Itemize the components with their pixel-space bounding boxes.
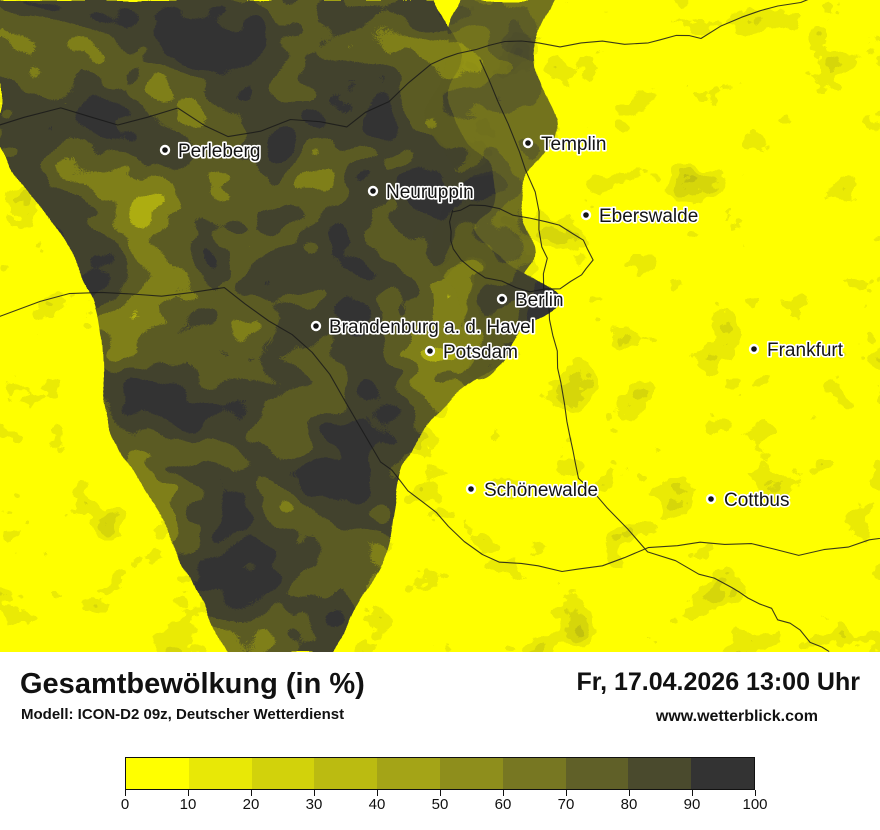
- svg-text:Cottbus: Cottbus: [724, 490, 789, 511]
- svg-text:Schönewalde: Schönewalde: [484, 480, 598, 501]
- svg-text:Frankfurt: Frankfurt: [767, 340, 844, 361]
- svg-text:Neuruppin: Neuruppin: [386, 182, 474, 203]
- svg-text:Eberswalde: Eberswalde: [599, 206, 698, 227]
- svg-text:Templin: Templin: [541, 134, 606, 155]
- svg-text:Potsdam: Potsdam: [443, 342, 518, 363]
- svg-text:Berlin: Berlin: [515, 290, 564, 311]
- svg-text:Brandenburg a. d. Havel: Brandenburg a. d. Havel: [329, 317, 535, 338]
- svg-text:Perleberg: Perleberg: [178, 141, 260, 162]
